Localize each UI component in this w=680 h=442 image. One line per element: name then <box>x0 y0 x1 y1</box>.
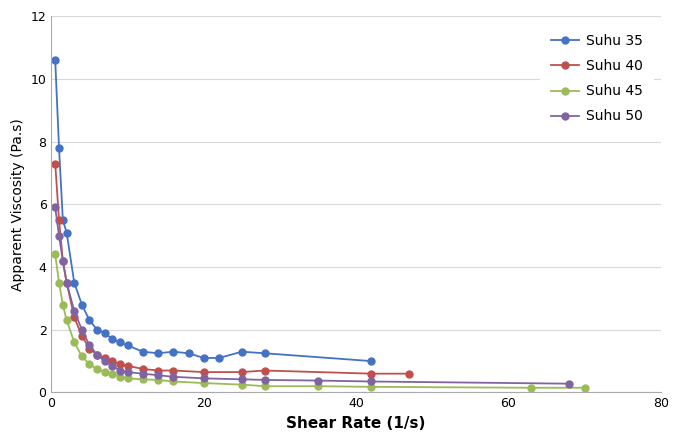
Line: Suhu 50: Suhu 50 <box>52 204 573 387</box>
Suhu 45 <box>238 382 246 387</box>
Line: Suhu 40: Suhu 40 <box>52 160 413 377</box>
Suhu 45 <box>93 366 101 372</box>
Suhu 35 <box>139 349 147 354</box>
Suhu 35 <box>215 355 223 361</box>
Suhu 50 <box>139 371 147 376</box>
Suhu 35 <box>93 327 101 332</box>
Suhu 45 <box>314 384 322 389</box>
Suhu 40 <box>124 363 132 369</box>
Suhu 40 <box>116 362 124 367</box>
Suhu 35 <box>55 145 63 150</box>
Suhu 35 <box>154 351 162 356</box>
Suhu 45 <box>55 280 63 286</box>
Suhu 35 <box>260 351 269 356</box>
Suhu 40 <box>101 355 109 361</box>
Suhu 45 <box>63 318 71 323</box>
Line: Suhu 35: Suhu 35 <box>52 57 375 365</box>
Suhu 50 <box>51 205 59 210</box>
Suhu 35 <box>58 217 67 223</box>
Suhu 45 <box>581 385 589 390</box>
Suhu 50 <box>108 363 116 369</box>
Suhu 50 <box>78 327 86 332</box>
Suhu 40 <box>55 217 63 223</box>
Suhu 50 <box>260 377 269 383</box>
Suhu 45 <box>51 252 59 257</box>
Suhu 35 <box>116 339 124 345</box>
Suhu 40 <box>63 280 71 286</box>
Suhu 45 <box>200 381 208 386</box>
Suhu 40 <box>51 161 59 166</box>
Suhu 45 <box>70 339 78 345</box>
Y-axis label: Apparent Viscosity (Pa.s): Apparent Viscosity (Pa.s) <box>11 118 25 291</box>
Suhu 35 <box>238 349 246 354</box>
Suhu 45 <box>367 384 375 389</box>
Suhu 50 <box>58 258 67 263</box>
Suhu 40 <box>78 333 86 339</box>
Suhu 35 <box>108 336 116 342</box>
Suhu 40 <box>169 368 177 373</box>
Suhu 45 <box>154 377 162 383</box>
Suhu 50 <box>101 358 109 364</box>
Suhu 35 <box>367 358 375 364</box>
Suhu 50 <box>200 376 208 381</box>
Suhu 50 <box>314 378 322 383</box>
Suhu 50 <box>55 233 63 238</box>
Suhu 40 <box>93 352 101 358</box>
Suhu 40 <box>139 366 147 372</box>
Suhu 40 <box>367 371 375 376</box>
Suhu 35 <box>169 349 177 354</box>
Suhu 35 <box>101 330 109 335</box>
Suhu 50 <box>367 379 375 384</box>
Suhu 35 <box>63 230 71 235</box>
Suhu 45 <box>260 384 269 389</box>
Suhu 35 <box>184 351 192 356</box>
Legend: Suhu 35, Suhu 40, Suhu 45, Suhu 50: Suhu 35, Suhu 40, Suhu 45, Suhu 50 <box>540 23 654 135</box>
Suhu 40 <box>260 368 269 373</box>
Suhu 45 <box>86 362 94 367</box>
Suhu 45 <box>527 385 535 390</box>
Suhu 50 <box>70 308 78 313</box>
Suhu 40 <box>86 346 94 351</box>
Suhu 50 <box>124 370 132 375</box>
Suhu 45 <box>139 377 147 382</box>
Suhu 35 <box>78 302 86 307</box>
Suhu 40 <box>405 371 413 376</box>
Suhu 50 <box>116 368 124 373</box>
Suhu 50 <box>238 377 246 382</box>
Suhu 35 <box>86 318 94 323</box>
Suhu 45 <box>101 370 109 375</box>
Line: Suhu 45: Suhu 45 <box>52 251 588 391</box>
Suhu 50 <box>565 381 573 386</box>
Suhu 45 <box>169 379 177 384</box>
Suhu 45 <box>108 371 116 376</box>
Suhu 40 <box>108 358 116 364</box>
Suhu 45 <box>78 354 86 359</box>
Suhu 50 <box>86 343 94 348</box>
Suhu 40 <box>200 370 208 375</box>
Suhu 40 <box>70 315 78 320</box>
X-axis label: Shear Rate (1/s): Shear Rate (1/s) <box>286 416 426 431</box>
Suhu 40 <box>154 368 162 373</box>
Suhu 35 <box>200 355 208 361</box>
Suhu 45 <box>58 302 67 307</box>
Suhu 45 <box>116 374 124 379</box>
Suhu 50 <box>154 373 162 378</box>
Suhu 35 <box>124 343 132 348</box>
Suhu 35 <box>70 280 78 286</box>
Suhu 50 <box>169 374 177 379</box>
Suhu 45 <box>124 376 132 381</box>
Suhu 40 <box>58 258 67 263</box>
Suhu 50 <box>93 352 101 358</box>
Suhu 50 <box>63 280 71 286</box>
Suhu 40 <box>238 370 246 375</box>
Suhu 35 <box>51 57 59 63</box>
